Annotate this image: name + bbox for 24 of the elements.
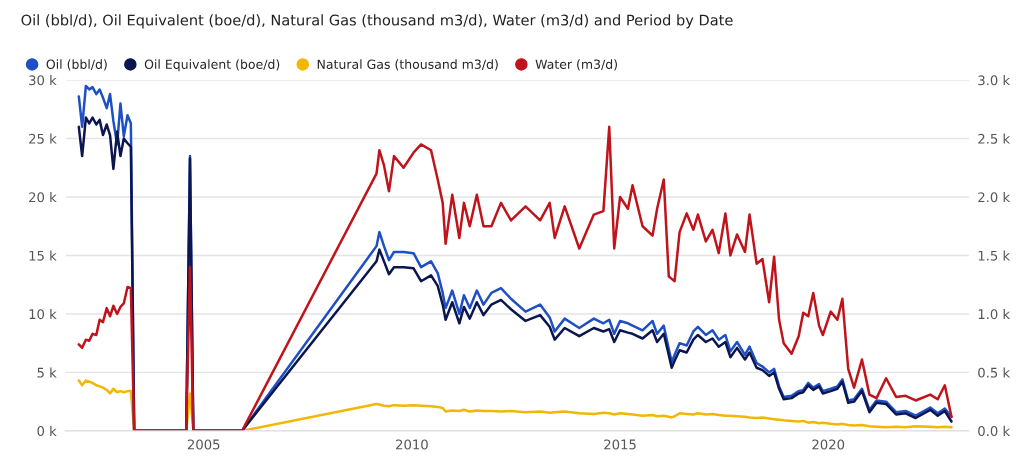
y2-tick-label: 0.5 k	[978, 367, 1011, 378]
x-tick-label: 2010	[396, 439, 428, 450]
y-tick-label: 30 k	[29, 75, 57, 86]
legend-label: Natural Gas (thousand m3/d)	[317, 59, 498, 71]
y-tick-label: 5 k	[37, 367, 57, 378]
x-tick-label: 2020	[812, 439, 845, 450]
y2-tick-label: 1.5 k	[978, 250, 1011, 261]
y2-tick-label: 1.0 k	[978, 308, 1011, 320]
line-series	[77, 379, 953, 431]
y2-tick-label: 0.0 k	[978, 425, 1011, 437]
y2-tick-label: 2.0 k	[978, 192, 1011, 203]
x-tick-label: 2005	[187, 439, 220, 450]
legend-label: Oil Equivalent (boe/d)	[144, 59, 280, 72]
legend-label: Oil (bbl/d)	[46, 59, 107, 71]
x-tick-label: 2015	[604, 439, 636, 450]
y-tick-label: 0 k	[37, 425, 57, 437]
chart-title: Oil (bbl/d), Oil Equivalent (boe/d), Natural Gas (thousand m3/d), Water (m3/d) and Period by Date	[21, 14, 733, 29]
y2-tick-label: 2.5 k	[978, 133, 1011, 144]
y2-tick-label: 3.0 k	[978, 75, 1011, 86]
legend-label: Water (m3/d)	[535, 59, 617, 71]
y-tick-label: 10 k	[29, 308, 57, 320]
y-tick-label: 15 k	[29, 250, 57, 261]
y-tick-label: 20 k	[29, 192, 57, 203]
y-tick-label: 25 k	[29, 133, 57, 144]
